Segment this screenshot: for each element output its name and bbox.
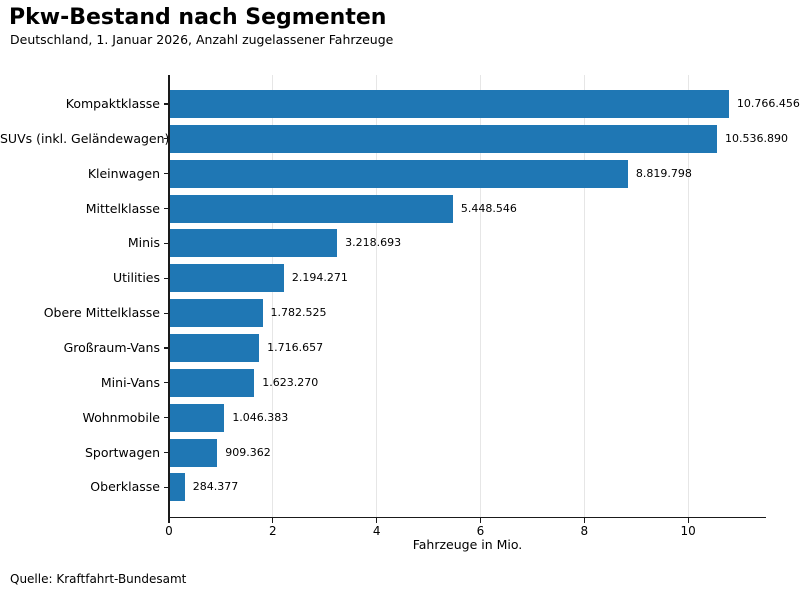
x-tick-label: 2 (268, 524, 277, 538)
category-label: Mini-Vans (100, 374, 160, 390)
category-label: Minis (127, 235, 160, 251)
x-tick-mark (687, 518, 689, 523)
y-axis-spine (168, 75, 170, 518)
y-tick-mark (164, 347, 169, 349)
x-tick-label: 10 (680, 524, 696, 538)
bar-value-label: 909.362 (225, 445, 271, 459)
bar (170, 299, 263, 328)
x-tick-label: 4 (372, 524, 381, 538)
chart-title: Pkw-Bestand nach Segmenten (9, 5, 387, 30)
bar-value-label: 3.218.693 (345, 236, 402, 250)
x-axis-label: Fahrzeuge in Mio. (412, 537, 523, 552)
bar (170, 194, 453, 223)
bar-value-label: 5.448.546 (460, 201, 517, 215)
y-tick-mark (164, 277, 169, 279)
x-axis-spine (168, 517, 767, 519)
bar (170, 159, 628, 188)
category-label: Oberklasse (90, 479, 160, 495)
x-tick-mark (168, 518, 170, 523)
category-label: Sportwagen (85, 444, 160, 460)
category-label: Mittelklasse (85, 200, 160, 216)
category-label: Wohnmobile (82, 409, 160, 425)
y-tick-mark (164, 312, 169, 314)
y-tick-mark (164, 417, 169, 419)
bar (170, 403, 225, 432)
bar (170, 229, 338, 258)
category-label: SUVs (inkl. Geländewagen) (0, 130, 170, 146)
bar (170, 473, 185, 502)
bar (170, 90, 729, 118)
bar (170, 333, 260, 362)
bar (170, 124, 717, 153)
bar-value-label: 1.716.657 (267, 340, 324, 354)
bar (170, 368, 255, 397)
x-tick-mark (479, 518, 482, 523)
gridline (479, 75, 481, 517)
bar (170, 264, 284, 293)
bar (170, 438, 218, 467)
category-label: Kleinwagen (87, 165, 160, 181)
gridline (687, 75, 689, 517)
x-tick-label: 6 (476, 524, 485, 538)
bar-value-label: 1.782.525 (270, 306, 327, 320)
y-tick-mark (164, 242, 169, 244)
gridline (376, 75, 378, 517)
x-tick-mark (376, 518, 378, 523)
category-label: Großraum-Vans (63, 339, 160, 355)
category-label: Obere Mittelklasse (43, 305, 160, 321)
y-tick-mark (164, 486, 169, 488)
category-label: Utilities (112, 270, 160, 286)
x-tick-mark (272, 518, 274, 523)
bar-value-label: 2.194.271 (291, 271, 348, 285)
category-label: Kompaktklasse (65, 96, 160, 111)
y-tick-mark (164, 173, 169, 175)
y-tick-mark (164, 103, 169, 105)
x-tick-label: 8 (580, 524, 589, 538)
y-tick-mark (164, 138, 169, 140)
bar-value-label: 1.046.383 (232, 410, 289, 424)
x-tick-label: 0 (165, 524, 173, 538)
x-tick-mark (583, 518, 585, 523)
bar-value-label: 10.536.890 (725, 131, 788, 145)
y-tick-mark (164, 382, 169, 384)
bar-value-label: 10.766.456 (736, 97, 800, 110)
y-tick-mark (164, 207, 169, 210)
gridline (583, 75, 585, 517)
bar-value-label: 8.819.798 (635, 166, 692, 180)
source-note: Quelle: Kraftfahrt-Bundesamt (10, 572, 187, 586)
gridline (272, 75, 274, 517)
bar-value-label: 1.623.270 (262, 375, 319, 389)
bar-value-label: 284.377 (192, 480, 239, 494)
chart-subtitle: Deutschland, 1. Januar 2026, Anzahl zuge… (10, 32, 394, 47)
y-tick-mark (164, 451, 169, 454)
